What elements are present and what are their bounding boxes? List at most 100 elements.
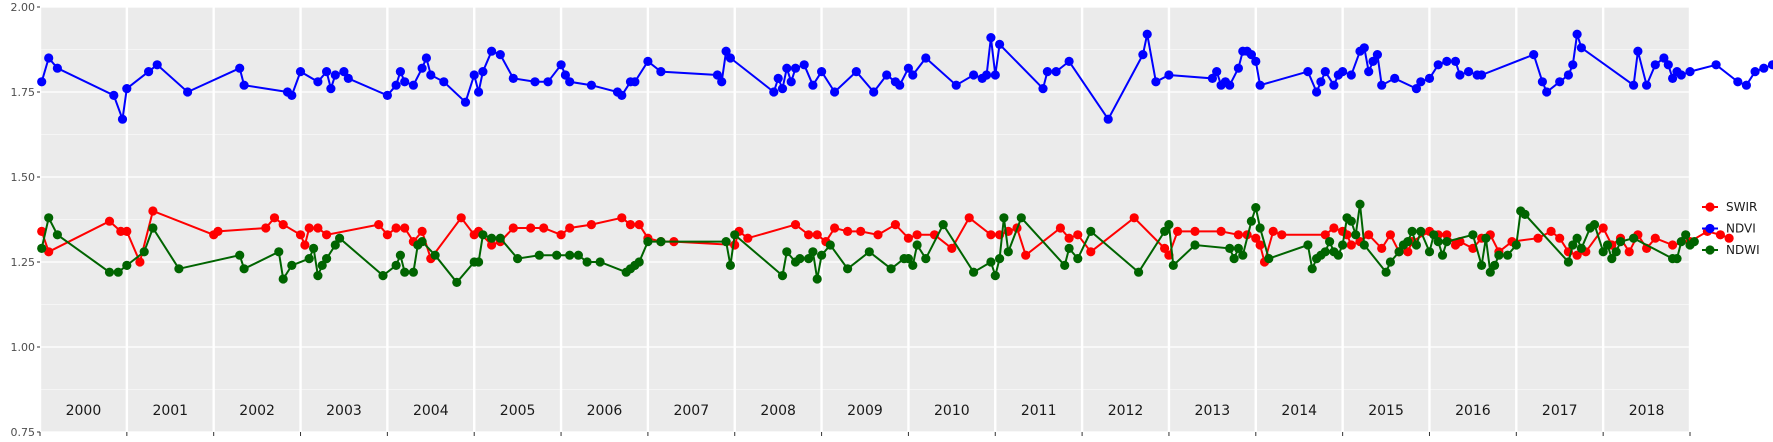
data-point <box>144 67 154 77</box>
y-tick-label: 1.00 <box>11 341 36 354</box>
data-point <box>213 226 223 236</box>
data-point <box>374 220 384 230</box>
data-point <box>239 80 249 90</box>
data-point <box>1333 250 1343 260</box>
data-point <box>882 70 892 80</box>
data-point <box>239 264 249 274</box>
data-point <box>1042 67 1052 77</box>
data-point <box>1338 240 1348 250</box>
data-point <box>417 63 427 73</box>
data-point <box>1767 60 1773 70</box>
year-label: 2005 <box>500 403 536 419</box>
minor-gridlines <box>40 49 1690 390</box>
data-point <box>1051 67 1061 77</box>
data-point <box>1403 247 1413 257</box>
data-point <box>295 230 306 240</box>
data-point <box>317 260 327 270</box>
data-point <box>426 70 436 80</box>
data-point <box>1442 230 1452 240</box>
data-point <box>1511 240 1521 250</box>
data-point <box>912 240 922 250</box>
data-point <box>452 277 462 287</box>
data-point <box>400 77 410 87</box>
data-point <box>1611 247 1621 257</box>
data-point <box>1537 77 1547 87</box>
data-point <box>1303 67 1313 77</box>
year-label: 2003 <box>326 403 362 419</box>
data-point <box>1724 233 1734 243</box>
data-point <box>508 73 518 83</box>
data-point <box>1442 56 1452 66</box>
data-point <box>595 257 605 267</box>
data-point <box>1164 220 1174 230</box>
data-point <box>395 67 405 77</box>
data-point <box>382 230 392 240</box>
data-point <box>1455 70 1465 80</box>
data-point <box>1433 237 1443 247</box>
data-point <box>1329 223 1339 233</box>
data-point <box>1759 63 1769 73</box>
data-point <box>986 33 996 43</box>
data-point <box>395 250 405 260</box>
data-point <box>1403 237 1413 247</box>
data-point <box>1312 87 1322 97</box>
data-point <box>456 213 466 223</box>
data-point <box>990 271 1000 281</box>
data-point <box>921 254 931 264</box>
data-point <box>786 77 796 87</box>
data-point <box>1568 60 1578 70</box>
legend-label: NDWI <box>1726 243 1760 257</box>
data-point <box>37 77 47 87</box>
data-point <box>408 267 418 277</box>
legend: SWIR NDVI NDWI <box>1702 200 1760 257</box>
data-point <box>1650 233 1660 243</box>
data-point <box>656 237 666 247</box>
legend-item-ndwi: NDWI <box>1702 243 1760 257</box>
data-point <box>44 53 54 63</box>
data-point <box>1216 226 1226 236</box>
year-label: 2016 <box>1455 403 1491 419</box>
data-point <box>617 213 627 223</box>
year-label: 2008 <box>760 403 796 419</box>
data-point <box>552 250 562 260</box>
data-point <box>1086 226 1096 236</box>
data-point <box>795 254 805 264</box>
data-point <box>1563 257 1573 267</box>
data-point <box>1450 56 1461 66</box>
data-point <box>851 67 861 77</box>
data-point <box>1103 114 1113 124</box>
data-point <box>886 264 896 274</box>
data-point <box>1542 87 1552 97</box>
data-point <box>1598 247 1608 257</box>
data-point <box>513 254 523 264</box>
data-point <box>1568 240 1578 250</box>
data-point <box>1055 223 1065 233</box>
data-point <box>986 257 996 267</box>
data-point <box>743 233 753 243</box>
data-point <box>843 226 853 236</box>
data-point <box>1138 50 1148 60</box>
data-point <box>1229 254 1239 264</box>
year-label: 2013 <box>1195 403 1231 419</box>
data-point <box>1320 230 1330 240</box>
data-point <box>261 223 271 233</box>
data-point <box>1255 223 1265 233</box>
data-point <box>773 73 783 83</box>
data-point <box>721 237 731 247</box>
data-point <box>530 77 540 87</box>
data-point <box>643 237 653 247</box>
data-point <box>634 257 644 267</box>
data-point <box>804 254 814 264</box>
data-point <box>274 247 284 257</box>
data-point <box>586 220 597 230</box>
data-point <box>309 243 319 253</box>
data-point <box>1212 67 1222 77</box>
data-point <box>908 70 918 80</box>
data-point <box>37 226 47 236</box>
data-point <box>1615 237 1626 247</box>
data-point <box>104 267 115 277</box>
data-point <box>543 77 553 87</box>
data-point <box>1424 73 1435 83</box>
data-point <box>1351 230 1361 240</box>
